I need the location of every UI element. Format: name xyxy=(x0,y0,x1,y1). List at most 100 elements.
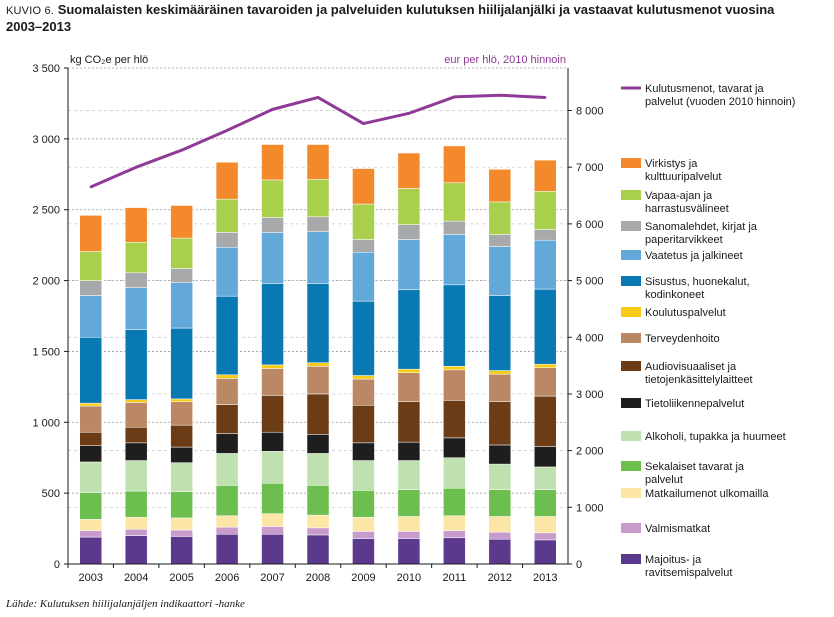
legend-swatch-10 xyxy=(621,461,641,471)
bar-stack-2011 xyxy=(443,145,466,565)
legend-swatch-8 xyxy=(621,398,641,408)
bar-segment-2011-2 xyxy=(443,515,466,531)
legend-swatch-2 xyxy=(621,221,641,231)
bar-segment-2010-7 xyxy=(397,372,421,402)
bar-segment-2012-9 xyxy=(488,295,512,371)
bar-segment-2012-1 xyxy=(488,531,512,540)
right-tick-label-0: 0 xyxy=(576,559,582,571)
bar-segment-2008-1 xyxy=(306,527,330,536)
legend-label-5: Koulutuspalvelut xyxy=(645,307,726,319)
bar-segment-2003-6 xyxy=(79,431,102,446)
bar-segment-2003-10 xyxy=(79,295,102,338)
bar-segment-2013-1 xyxy=(534,532,557,541)
bar-segment-2008-2 xyxy=(306,514,330,529)
bar-segment-2003-0 xyxy=(79,536,102,565)
bar-segment-2013-3 xyxy=(534,489,557,517)
bar-segment-2013-2 xyxy=(534,516,557,534)
right-tick-label-7: 7 000 xyxy=(576,162,604,174)
legend-label-10: Sekalaiset tavarat ja palvelut xyxy=(645,461,745,486)
bar-segment-2013-7 xyxy=(534,367,557,397)
bar-segment-2005-9 xyxy=(170,327,193,400)
bar-segment-2010-10 xyxy=(397,239,421,291)
legend-swatch-6 xyxy=(621,333,641,343)
bar-segment-2006-1 xyxy=(215,526,239,535)
bar-segment-2008-6 xyxy=(306,393,330,435)
bar-segment-2005-1 xyxy=(170,529,193,537)
bar-segment-2012-10 xyxy=(488,246,512,296)
legend-label-spending-line: Kulutusmenot, tavarat ja palvelut (vuoden… xyxy=(645,83,795,108)
title-line-2: 2003–2013 xyxy=(6,19,72,34)
legend-swatch-0 xyxy=(621,158,641,168)
bar-segment-2011-0 xyxy=(443,537,466,565)
bar-segment-2011-8 xyxy=(443,366,466,371)
bar-segment-2005-4 xyxy=(170,462,193,492)
bar-segment-2008-3 xyxy=(306,485,330,516)
bar-segment-2005-8 xyxy=(170,398,193,402)
legend-label-6: Terveydenhoito xyxy=(645,333,720,345)
bar-segment-2010-1 xyxy=(397,531,421,539)
bar-segment-2007-9 xyxy=(261,283,284,366)
right-axis-unit: eur per hlö, 2010 hinnoin xyxy=(444,54,566,66)
bar-segment-2003-7 xyxy=(79,405,102,433)
spending-point-2009 xyxy=(362,122,365,125)
figure-number: KUVIO 6. xyxy=(6,5,55,17)
axes: 0 500 1 000 1 500 2 000 2 500 3 000 3 500 0 1 000… xyxy=(32,54,603,584)
x-tick-label-2011: 2011 xyxy=(443,572,467,584)
bar-segment-2012-3 xyxy=(488,489,512,517)
bar-segment-2006-7 xyxy=(215,378,239,405)
bar-segment-2010-2 xyxy=(397,516,421,532)
legend-swatch-13 xyxy=(621,554,641,564)
spending-point-2003 xyxy=(89,185,92,189)
bar-segment-2013-9 xyxy=(534,288,557,365)
x-tick-label-2013: 2013 xyxy=(533,572,557,584)
right-tick-label-5: 5 000 xyxy=(576,276,604,288)
legend-swatch-11 xyxy=(621,488,641,498)
bar-segment-2012-6 xyxy=(488,401,512,446)
bar-stack-2010 xyxy=(397,152,421,565)
bar-segment-2003-5 xyxy=(79,445,102,463)
bar-segment-2004-1 xyxy=(124,529,148,536)
bar-segment-2005-11 xyxy=(170,268,193,283)
bar-segment-2003-3 xyxy=(79,492,102,520)
bar-segment-2008-11 xyxy=(306,216,330,232)
bar-segment-2007-13 xyxy=(261,144,284,181)
bar-segment-2005-3 xyxy=(170,491,193,519)
bar-segment-2003-1 xyxy=(79,530,102,538)
bar-segment-2003-4 xyxy=(79,461,102,493)
bar-segment-2009-6 xyxy=(352,405,375,444)
bar-segment-2011-6 xyxy=(443,400,466,439)
bar-segment-2006-8 xyxy=(215,374,239,379)
left-tick-label-0: 0 xyxy=(54,559,60,571)
bar-segment-2005-10 xyxy=(170,282,193,329)
bar-segment-2010-3 xyxy=(397,489,421,517)
bar-segment-2013-10 xyxy=(534,239,557,290)
bar-segment-2005-2 xyxy=(170,517,193,531)
bar-segment-2012-5 xyxy=(488,444,512,465)
bar-segment-2004-2 xyxy=(124,516,148,530)
bar-segment-2011-9 xyxy=(443,284,466,367)
bar-segment-2003-13 xyxy=(79,215,102,252)
bar-stack-2004 xyxy=(124,207,148,565)
bar-stack-2005 xyxy=(170,205,193,565)
bar-segment-2007-3 xyxy=(261,482,284,514)
right-tick-label-2: 2 000 xyxy=(576,446,604,458)
x-tick-label-2004: 2004 xyxy=(124,572,148,584)
spending-point-2004 xyxy=(134,166,138,169)
bar-segment-2004-3 xyxy=(124,490,148,518)
bar-segment-2007-11 xyxy=(261,217,284,233)
bar-segment-2011-11 xyxy=(443,220,466,235)
spending-point-2005 xyxy=(180,148,183,152)
bar-segment-2010-4 xyxy=(397,460,421,490)
bar-segment-2006-13 xyxy=(215,161,239,200)
bar-segment-2012-11 xyxy=(488,234,512,247)
bar-segment-2012-7 xyxy=(488,373,512,402)
bar-segment-2013-13 xyxy=(534,159,557,192)
bar-segment-2009-5 xyxy=(352,442,375,461)
bar-segment-2008-9 xyxy=(306,283,330,364)
x-tick-label-2007: 2007 xyxy=(260,572,284,584)
bar-segment-2003-12 xyxy=(79,251,102,281)
bar-segment-2005-7 xyxy=(170,401,193,426)
spending-point-2007 xyxy=(271,108,274,111)
bar-segment-2008-13 xyxy=(306,144,330,180)
